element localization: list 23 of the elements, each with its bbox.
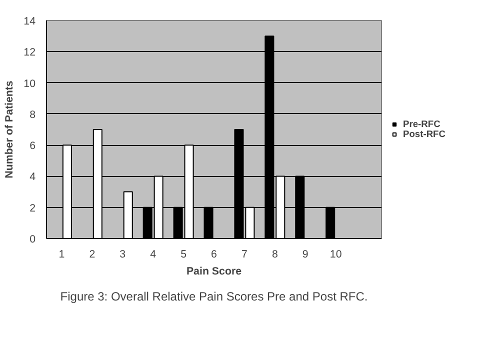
- x-tick-label: 10: [330, 248, 342, 260]
- x-tick-label: 4: [150, 248, 156, 260]
- y-tick-label: 2: [30, 202, 36, 214]
- y-tick-label: 12: [24, 46, 36, 59]
- x-tick-label: 5: [180, 248, 187, 260]
- x-tick-label: 8: [272, 248, 278, 260]
- y-tick-label: 10: [24, 78, 36, 90]
- x-tick-label: 7: [241, 248, 248, 260]
- legend-label: Post-RFC: [403, 129, 446, 139]
- legend-label: Pre-RFC: [403, 119, 440, 129]
- x-tick-label: 9: [302, 248, 308, 260]
- y-tick-label: 6: [30, 140, 36, 152]
- x-tick-label: 2: [89, 248, 96, 260]
- y-tick-label: 8: [30, 108, 36, 121]
- x-tick-label: 6: [211, 248, 218, 260]
- caption: Figure 3: Overall Relative Pain Scores Pre and Post RFC.: [60, 290, 368, 304]
- y-axis-title: Number of Patients: [4, 80, 16, 178]
- x-axis-title: Pain Score: [186, 266, 242, 278]
- x-tick-label: 3: [120, 248, 126, 260]
- y-tick-label: 14: [24, 16, 36, 28]
- x-tick-label: 1: [58, 248, 65, 260]
- y-tick-label: 0: [30, 234, 36, 246]
- y-tick-label: 4: [30, 171, 36, 184]
